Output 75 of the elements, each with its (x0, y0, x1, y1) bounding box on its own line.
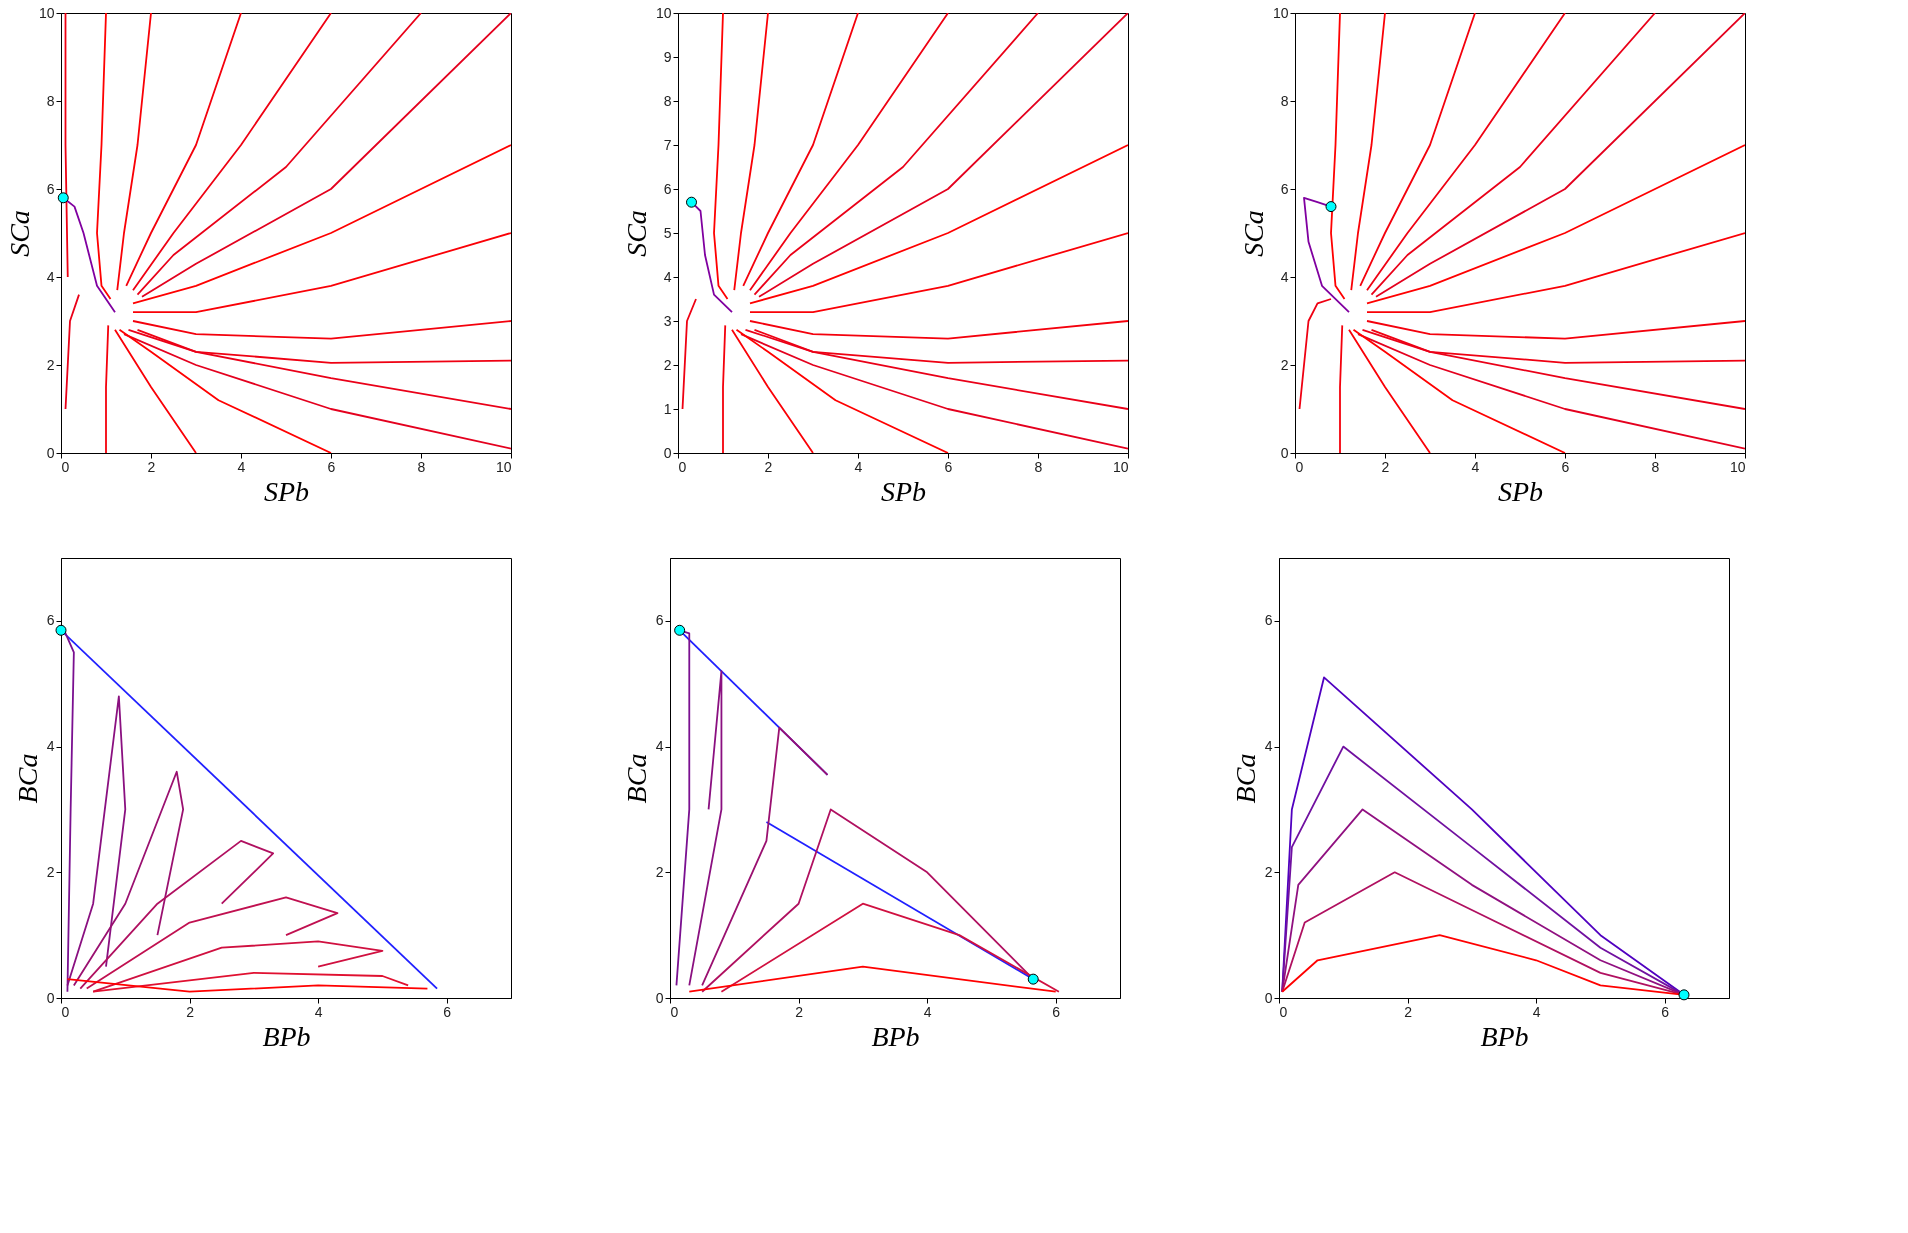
x-tick-label: 0 (61, 1003, 70, 1020)
x-tick-label: 6 (944, 458, 953, 475)
x-axis-title: BPb (262, 1020, 311, 1052)
y-tick-label: 6 (655, 612, 664, 629)
y-tick-label: 0 (1280, 444, 1289, 461)
y-tick-label: 2 (655, 863, 664, 880)
y-tick-label: 1 (663, 400, 672, 417)
x-axis-title: SPb (880, 475, 927, 507)
y-axis-title: BCa (1229, 753, 1261, 804)
x-tick-label: 8 (1034, 458, 1043, 475)
y-tick-label: 6 (1264, 612, 1273, 629)
y-tick-label: 3 (663, 312, 672, 329)
x-axis-title: SPb (263, 475, 310, 507)
x-tick-label: 6 (443, 1003, 452, 1020)
y-tick-label: 6 (46, 180, 55, 197)
x-tick-label: 6 (1052, 1003, 1061, 1020)
x-tick-label: 2 (1381, 458, 1390, 475)
x-tick-label: 2 (147, 458, 156, 475)
y-tick-label: 9 (663, 48, 672, 65)
y-tick-label: 8 (663, 92, 672, 109)
x-tick-label: 2 (795, 1003, 804, 1020)
y-tick-label: 0 (663, 444, 672, 461)
y-tick-label: 10 (655, 4, 672, 21)
y-tick-label: 4 (1264, 738, 1273, 755)
y-tick-label: 2 (46, 863, 55, 880)
x-axis-title: BPb (871, 1020, 920, 1052)
x-tick-label: 6 (1561, 458, 1570, 475)
y-tick-label: 5 (663, 224, 672, 241)
y-tick-label: 8 (1280, 92, 1289, 109)
y-tick-label: 2 (46, 356, 55, 373)
y-tick-label: 6 (663, 180, 672, 197)
x-tick-label: 2 (764, 458, 773, 475)
x-tick-label: 4 (1532, 1003, 1541, 1020)
y-tick-label: 0 (46, 444, 55, 461)
y-tick-label: 2 (663, 356, 672, 373)
y-tick-label: 10 (38, 4, 55, 21)
x-tick-label: 4 (1471, 458, 1480, 475)
x-axis-title: SPb (1497, 475, 1544, 507)
x-tick-label: 2 (1404, 1003, 1413, 1020)
y-tick-label: 4 (655, 738, 664, 755)
x-tick-label: 8 (417, 458, 426, 475)
y-axis-title: BCa (620, 753, 652, 804)
y-tick-label: 7 (663, 136, 672, 153)
y-axis-title: SCa (3, 210, 35, 257)
y-axis-title: SCa (620, 210, 652, 257)
x-tick-label: 4 (314, 1003, 323, 1020)
x-tick-label: 6 (1661, 1003, 1670, 1020)
y-tick-label: 8 (46, 92, 55, 109)
x-axis-title: BPb (1480, 1020, 1529, 1052)
y-tick-label: 2 (1264, 863, 1273, 880)
y-tick-label: 0 (46, 989, 55, 1006)
y-tick-label: 4 (1280, 268, 1289, 285)
y-tick-label: 0 (1264, 989, 1273, 1006)
y-tick-label: 4 (46, 268, 55, 285)
y-tick-label: 6 (46, 612, 55, 629)
x-tick-label: 4 (854, 458, 863, 475)
x-tick-label: 10 (1112, 458, 1129, 475)
x-tick-label: 4 (237, 458, 246, 475)
y-tick-label: 0 (655, 989, 664, 1006)
x-tick-label: 4 (923, 1003, 932, 1020)
y-tick-label: 4 (46, 738, 55, 755)
x-tick-label: 8 (1651, 458, 1660, 475)
x-tick-label: 10 (1729, 458, 1746, 475)
x-tick-label: 10 (495, 458, 512, 475)
y-tick-label: 2 (1280, 356, 1289, 373)
x-tick-label: 2 (186, 1003, 195, 1020)
x-tick-label: 0 (678, 458, 687, 475)
y-axis-title: BCa (11, 753, 43, 804)
x-tick-label: 6 (327, 458, 336, 475)
y-axis-title: SCa (1237, 210, 1269, 257)
y-tick-label: 10 (1272, 4, 1289, 21)
y-tick-label: 6 (1280, 180, 1289, 197)
x-tick-label: 0 (61, 458, 70, 475)
x-tick-label: 0 (1295, 458, 1304, 475)
y-tick-label: 4 (663, 268, 672, 285)
